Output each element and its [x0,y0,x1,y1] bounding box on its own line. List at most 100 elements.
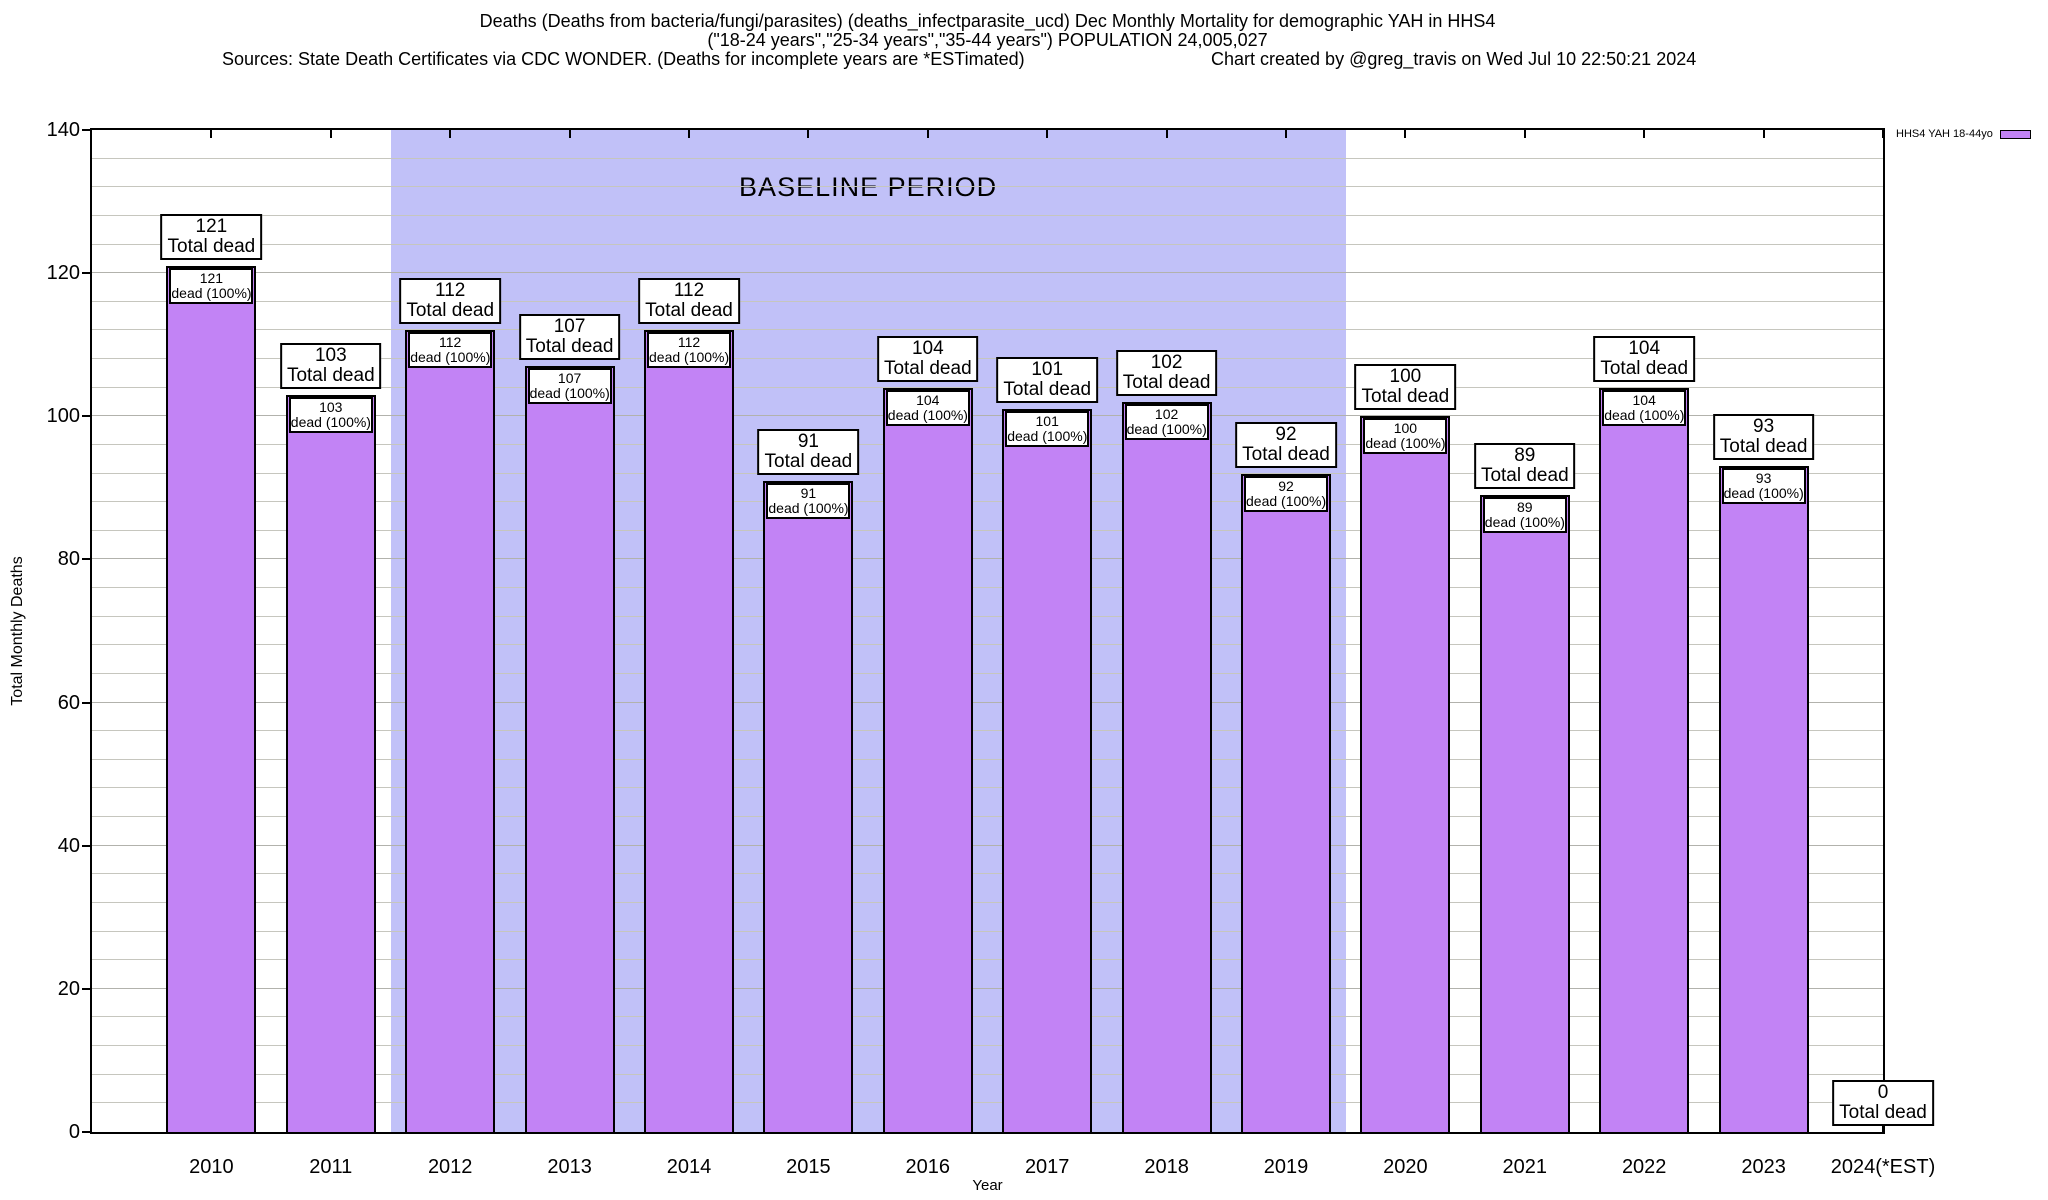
x-tick-label: 2024(*EST) [1830,1156,1936,1178]
bar-total-text: Total dead [525,336,614,358]
bar-inner-label: 101 dead (100%) [1005,411,1090,448]
x-tick-top [1643,130,1646,138]
bar-2011 [285,394,376,1132]
gridline [92,1016,1883,1018]
bar-inner-value: 104 [916,391,940,408]
y-tick-label: 20 [57,977,80,1000]
gridline [92,300,1883,302]
x-tick-label: 2014 [666,1156,712,1178]
bar-total-label: 104 Total dead [1593,335,1696,382]
gridline [92,529,1883,531]
bar-inner-label: 89 dead (100%) [1482,497,1567,533]
y-tick-mark [82,844,92,847]
bar-total-text: Total dead [1003,379,1092,401]
bar-total-label: 107 Total dead [518,314,621,361]
gridline [92,987,1883,989]
legend: HHS4 YAH 18-44yo [1896,128,2031,140]
x-tick-top [807,130,810,138]
y-tick-label: 140 [46,119,80,141]
gridline [92,358,1883,360]
x-tick-label: 2010 [189,1156,234,1178]
bar-inner-value: 107 [557,370,582,387]
x-tick-label: 2019 [1263,1156,1309,1178]
bar-2020 [1360,416,1451,1132]
bar-inner-text: dead (100%) [1126,420,1207,437]
bar-inner-value: 89 [1517,499,1533,515]
bar-inner-label: 104 dead (100%) [1602,389,1687,426]
chart-title: Deaths (Deaths from bacteria/fungi/paras… [479,11,1496,31]
bar-inner-text: dead (100%) [1365,435,1446,452]
y-tick-mark [82,987,92,990]
bar-inner-label: 93 dead (100%) [1721,468,1806,505]
x-tick-top [1762,130,1765,138]
gridline [92,272,1883,274]
gridline [92,501,1883,503]
bar-2010 [166,266,257,1132]
x-tick-label: 2023 [1741,1156,1786,1178]
gridline [92,959,1883,961]
sources-note: Sources: State Death Certificates via CD… [222,49,1025,69]
bar-total-text: Total dead [1361,386,1450,408]
bar-inner-text: dead (100%) [290,413,371,430]
bar-inner-value: 112 [439,334,462,351]
gridline [92,758,1883,760]
bar-total-label: 91 Total dead [757,428,860,475]
y-tick-label: 60 [57,691,80,714]
bar-total-text: Total dead [645,300,733,322]
bar-total-value: 112 [435,280,466,302]
y-axis-title: Total Monthly Deaths [9,556,26,706]
bar-inner-label: 100 dead (100%) [1363,418,1448,455]
bar-total-text: Total dead [406,300,495,322]
x-axis-title: Year [972,1177,1003,1194]
bar-total-label: 112 Total dead [638,278,740,325]
x-tick-label: 2011 [309,1156,353,1178]
gridline [92,672,1883,674]
bar-total-value: 104 [1628,337,1661,359]
bar-total-text: Total dead [1242,443,1330,465]
bar-inner-text: dead (100%) [410,349,491,366]
y-tick-mark [82,558,92,561]
bar-2022 [1599,387,1690,1132]
y-tick-mark [82,129,92,131]
x-tick-top [1882,130,1884,138]
x-tick-top [1046,130,1049,138]
bar-inner-text: dead (100%) [649,349,730,366]
bar-inner-label: 103 dead (100%) [288,396,373,433]
bar-total-value: 92 [1275,423,1297,445]
bar-total-text: Total dead [1600,357,1689,379]
gridline [92,930,1883,932]
bar-total-value: 0 [1877,1082,1889,1103]
x-tick-label: 2012 [427,1156,473,1178]
bar-total-text: Total dead [1122,371,1211,393]
bar-2018 [1121,401,1212,1132]
plot-area: BASELINE PERIOD 121 Total dead 121 dead (10… [90,128,1934,1134]
bar-inner-text: dead (100%) [529,385,610,402]
y-tick-label: 0 [68,1121,80,1143]
x-tick-top [688,130,690,138]
bar-total-label: 112 Total dead [399,278,502,325]
bar-inner-value: 91 [800,484,817,501]
bar-inner-value: 104 [1632,391,1656,408]
legend-series-swatch [1999,129,2031,139]
bar-total-value: 93 [1753,416,1775,438]
y-tick-label: 100 [46,405,80,428]
bar-total-value: 102 [1150,351,1183,373]
bar-2013 [524,366,615,1132]
x-tick-label: 2016 [905,1156,951,1178]
bar-total-label: 100 Total dead [1354,364,1457,411]
gridline [92,816,1883,818]
gridline [92,443,1883,445]
x-tick-label: 2017 [1024,1156,1070,1178]
x-tick-top [210,130,213,138]
gridline [92,386,1883,388]
gridline [92,587,1883,589]
bar-total-value: 91 [797,430,819,452]
x-tick-top [568,130,571,138]
x-tick-top [1285,130,1287,138]
bar-total-label: 104 Total dead [876,335,979,382]
gridline [92,329,1883,331]
bar-inner-label: 92 dead (100%) [1244,475,1328,512]
gridline [92,844,1883,846]
bar-inner-value: 102 [1154,405,1179,422]
